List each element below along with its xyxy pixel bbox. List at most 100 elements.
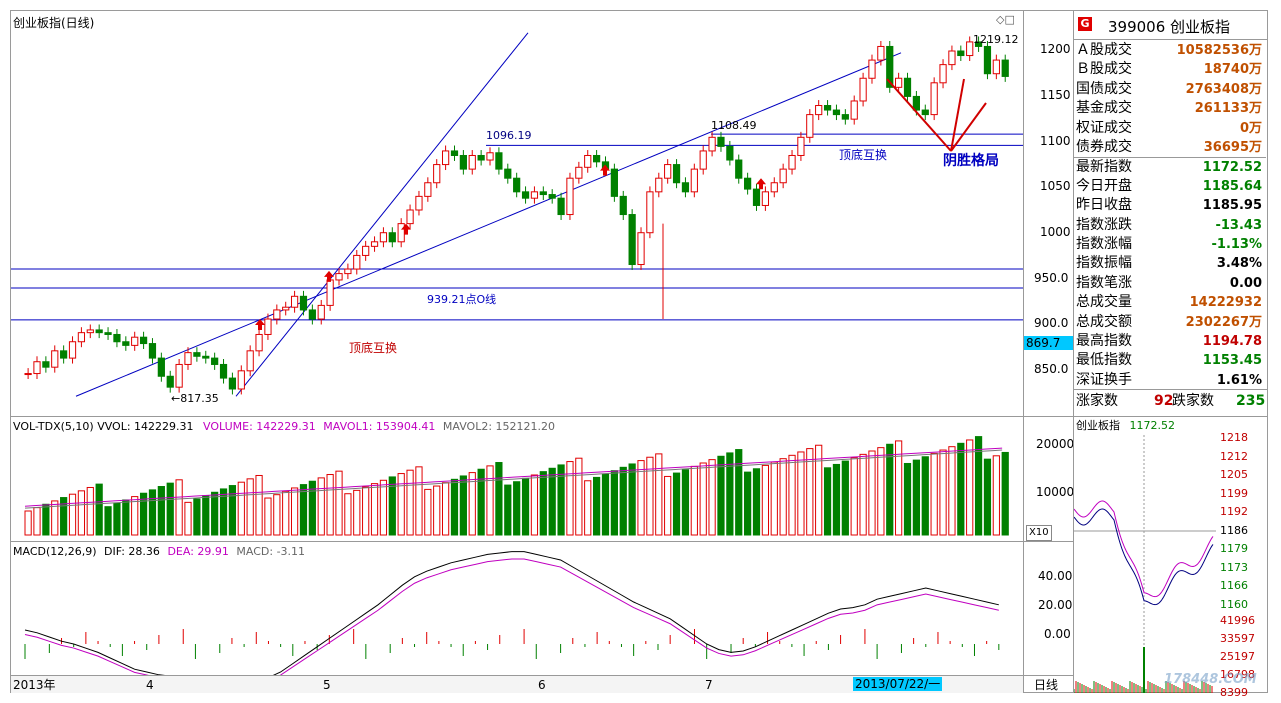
quote-value: 1153.45	[1202, 353, 1262, 369]
macd-tick: 20.00	[1038, 598, 1073, 612]
trend-line	[75, 52, 902, 397]
volume-panel[interactable]: VOL-TDX(5,10) VVOL: 142229.31 VOLUME: 14…	[11, 416, 1023, 542]
quote-key: 深证换手	[1076, 371, 1132, 388]
volume-bar	[290, 487, 299, 536]
candle-body	[362, 245, 370, 256]
annotation-arrow	[950, 78, 965, 152]
date-tick: 7	[705, 678, 713, 692]
volume-bar	[379, 479, 388, 536]
quote-value: 1185.95	[1202, 198, 1262, 214]
candle-body	[175, 363, 183, 388]
chart-title: 创业板指(日线)	[13, 16, 95, 30]
candle-body	[735, 159, 743, 179]
volume-bar	[957, 442, 965, 536]
mini-vol-tick: 41996	[1220, 614, 1255, 627]
volume-bar	[548, 467, 556, 536]
quote-key: 总成交额	[1076, 313, 1132, 330]
candle-body	[974, 41, 983, 47]
mini-intraday-chart[interactable]: 创业板指 1172.52 1218 1212 1205 1199 1192 1186 117…	[1073, 416, 1268, 699]
candle-body	[681, 182, 690, 193]
period-label: 日线	[1034, 678, 1059, 692]
volume-bar	[299, 484, 308, 536]
period-tab[interactable]: 日线	[1023, 675, 1074, 693]
volume-bar	[33, 507, 41, 536]
candle-body	[148, 343, 157, 359]
macd-dea: DEA: 29.91	[167, 545, 229, 558]
quote-rows: Ａ股成交 10582536万 Ｂ股成交 18740万 国债成交 2763408万 基金成交 2…	[1074, 41, 1268, 391]
mini-vol-tick: 25197	[1220, 650, 1255, 663]
candle-body	[557, 197, 565, 216]
quote-row: 最新指数 1172.52	[1074, 157, 1266, 177]
volume-bar	[646, 456, 654, 536]
candle-body	[504, 168, 512, 179]
volume-bar	[877, 447, 885, 536]
volume-bar	[406, 469, 414, 536]
vol-tick: 20000	[1036, 437, 1075, 451]
macd-panel[interactable]: MACD(12,26,9) DIF: 28.36 DEA: 29.91 MACD…	[11, 541, 1023, 676]
quote-value: 1194.78	[1202, 334, 1262, 349]
candle-body	[228, 377, 237, 390]
date-tick: 2013年	[13, 678, 56, 692]
vol-value: VVOL: 142229.31	[97, 420, 194, 433]
price-tick: 1000	[1040, 225, 1071, 239]
quote-value: 18740万	[1203, 62, 1262, 78]
candle-body	[539, 191, 547, 196]
price-highlight: 869.7	[1024, 336, 1074, 350]
quote-row: 基金成交 261133万	[1074, 99, 1266, 118]
volume-bar	[95, 483, 103, 536]
volume-bar	[744, 471, 752, 536]
quote-row: 指数笔涨 0.00	[1074, 274, 1266, 293]
dea-line	[24, 558, 999, 676]
volume-bar	[868, 450, 876, 536]
macd-dif: DIF: 28.36	[104, 545, 160, 558]
candle-body	[441, 150, 450, 166]
quote-row: 今日开盘 1185.64	[1074, 177, 1266, 196]
quote-key: 昨日收盘	[1076, 197, 1132, 214]
volume-bar	[122, 499, 130, 536]
volume-bar	[77, 490, 86, 536]
volume-bar	[1001, 451, 1009, 536]
price-tick: 1200	[1040, 42, 1071, 56]
dif-line	[24, 551, 999, 676]
mini-price-tick: 1186	[1220, 523, 1248, 537]
volume-bar	[974, 436, 983, 536]
volume-bar	[459, 475, 467, 536]
mini-vol-tick: 33597	[1220, 632, 1255, 645]
quote-key: 最低指数	[1076, 352, 1132, 369]
candle-body	[815, 105, 823, 116]
candle-body	[24, 373, 32, 376]
volume-bar	[184, 501, 192, 536]
quote-value: 0万	[1239, 120, 1262, 136]
vol-unit: X10	[1026, 525, 1052, 541]
candle-body	[379, 232, 388, 243]
candle-body	[450, 150, 459, 156]
candle-body	[877, 45, 885, 61]
candle-body	[415, 195, 423, 211]
volume-bar	[664, 475, 672, 536]
kline-chart[interactable]: 创业板指(日线) ◇□ 1096.19 1108.49 939.21点O线 顶底…	[11, 11, 1023, 416]
volume-bar	[930, 452, 938, 536]
mini-price-tick: 1179	[1220, 542, 1248, 555]
volume-bar	[308, 480, 316, 536]
candle-body	[1001, 59, 1009, 77]
quote-header: G 399006 创业板指	[1074, 11, 1268, 40]
window-controls-icon[interactable]: ◇□	[996, 13, 1015, 26]
vol-name: VOL-TDX(5,10)	[13, 420, 94, 433]
mavol2-line	[24, 449, 1003, 509]
quote-key: 指数笔涨	[1076, 274, 1132, 291]
candle-body	[131, 336, 139, 346]
volume-bar	[495, 462, 503, 536]
candle-body	[779, 168, 787, 184]
quote-value: 1185.64	[1202, 178, 1262, 194]
up-arrow-icon	[401, 223, 411, 235]
candle-body	[486, 152, 494, 161]
quote-value: 1.61%	[1216, 372, 1262, 388]
price-tick: 950.0	[1034, 271, 1069, 285]
volume-bar	[441, 482, 450, 536]
candle-body	[68, 341, 77, 359]
volume-bar	[255, 474, 263, 536]
label-low: ←817.35	[171, 392, 219, 405]
volume-bar	[148, 489, 157, 536]
candle-body	[717, 136, 725, 147]
volume-bar	[921, 456, 929, 536]
